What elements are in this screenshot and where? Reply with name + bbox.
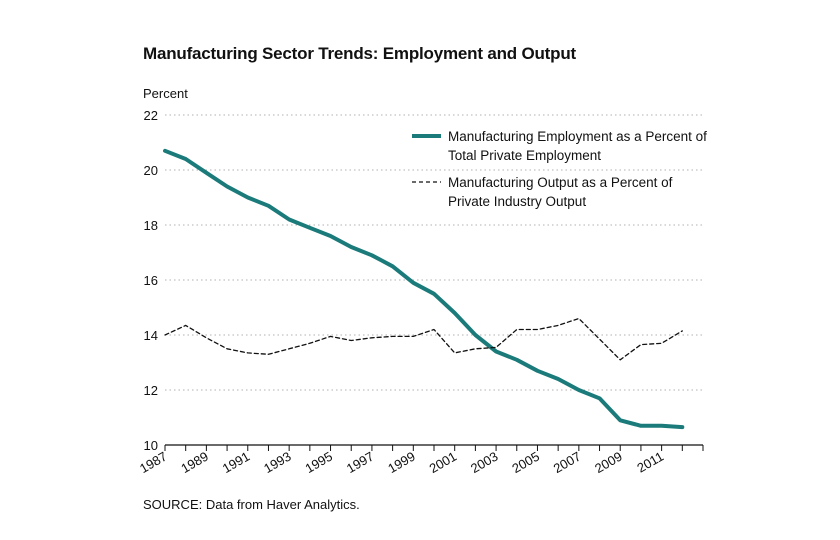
legend: Manufacturing Employment as a Percent of… bbox=[412, 129, 707, 209]
x-tick-label: 2005 bbox=[509, 449, 542, 476]
x-tick-label: 1997 bbox=[344, 449, 377, 476]
output-series-line bbox=[164, 317, 683, 361]
x-tick-label: 1987 bbox=[137, 449, 170, 476]
y-tick-label: 12 bbox=[144, 383, 158, 398]
x-tick-label: 1995 bbox=[302, 449, 335, 476]
y-tick-label: 20 bbox=[144, 163, 158, 178]
legend-label: Private Industry Output bbox=[448, 194, 586, 209]
series-lines bbox=[163, 148, 685, 430]
x-tick-label: 1989 bbox=[178, 449, 211, 476]
y-tick-label: 10 bbox=[144, 438, 158, 453]
x-tick-label: 1999 bbox=[385, 449, 418, 476]
gridlines bbox=[165, 114, 703, 391]
y-tick-label: 16 bbox=[144, 273, 158, 288]
legend-label: Manufacturing Employment as a Percent of bbox=[448, 129, 707, 144]
chart-title: Manufacturing Sector Trends: Employment … bbox=[143, 44, 576, 63]
legend-label: Manufacturing Output as a Percent of bbox=[448, 175, 673, 190]
x-tick-label: 2011 bbox=[634, 449, 666, 476]
y-tick-label: 14 bbox=[144, 328, 158, 343]
x-tick-label: 1993 bbox=[261, 449, 294, 476]
legend-label: Total Private Employment bbox=[448, 148, 601, 163]
employment-series-line bbox=[163, 148, 685, 430]
axes: 10 12 14 16 18 20 22 Percent 1987 1989 1991 1993 199… bbox=[137, 86, 704, 476]
x-tick-label: 2003 bbox=[468, 449, 501, 476]
x-tick-label: 2009 bbox=[592, 449, 625, 476]
y-axis-label: Percent bbox=[143, 86, 188, 101]
y-tick-label: 18 bbox=[144, 218, 158, 233]
source-note: SOURCE: Data from Haver Analytics. bbox=[143, 497, 360, 512]
x-tick-label: 2001 bbox=[427, 449, 460, 476]
x-tick-label: 1991 bbox=[220, 449, 253, 476]
x-tick-label: 2007 bbox=[551, 449, 584, 476]
y-tick-label: 22 bbox=[144, 108, 158, 123]
